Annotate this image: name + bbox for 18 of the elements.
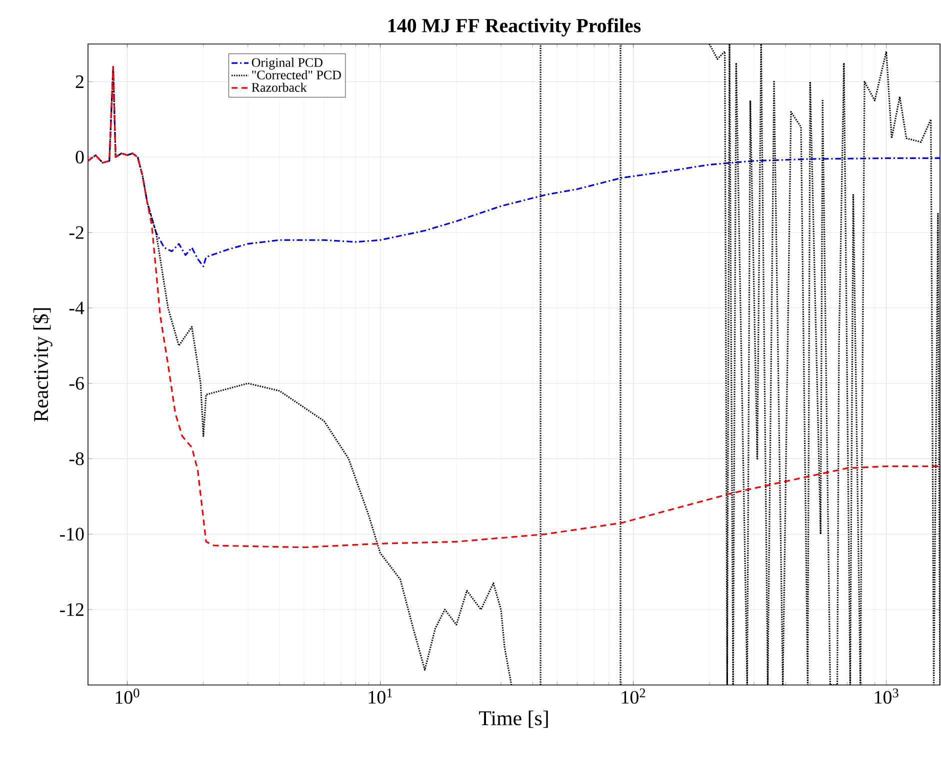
legend-label: "Corrected" PCD xyxy=(252,70,341,80)
y-tick-label: -2 xyxy=(69,226,84,239)
y-tick-label: -10 xyxy=(60,528,84,541)
legend-label: Razorback xyxy=(252,82,307,92)
x-tick-label: 10$^{0}$ xyxy=(116,688,140,704)
y-tick-label: -12 xyxy=(60,603,84,616)
x-axis-title: Time [s] xyxy=(479,710,548,728)
x-tick-label: 10$^{1}$ xyxy=(368,688,392,704)
y-tick-label: -6 xyxy=(69,376,84,390)
y-axis-title: Reactivity [$] xyxy=(32,308,52,422)
x-tick-label: 10$^{2}$ xyxy=(622,688,646,704)
y-tick-label: -4 xyxy=(69,302,84,314)
y-tick-label: 0 xyxy=(76,150,84,164)
y-tick-label: 2 xyxy=(76,75,84,88)
chart-title: 140 MJ FF Reactivity Profiles xyxy=(388,18,641,36)
y-tick-label: -8 xyxy=(69,452,84,466)
x-tick-label: 10$^{3}$ xyxy=(874,688,898,704)
legend-label: Original PCD xyxy=(252,58,322,70)
